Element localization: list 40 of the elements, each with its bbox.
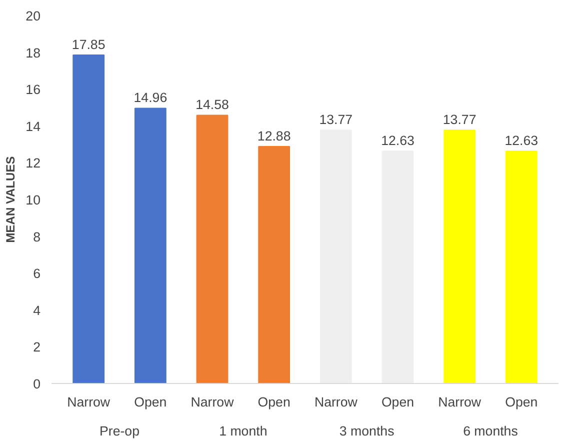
bar: [320, 130, 352, 384]
x-tick-label: Narrow: [438, 394, 482, 410]
text: Pre-op: [100, 424, 140, 438]
x-tick-label: Narrow: [314, 394, 358, 410]
data-label: 12.63: [504, 133, 538, 148]
bar: [72, 54, 105, 384]
bar: [196, 114, 228, 384]
y-tick-label: 14: [26, 118, 42, 134]
text: 3 months: [339, 424, 395, 438]
y-tick-label: 18: [26, 45, 41, 60]
x-tick-label: Open: [381, 394, 414, 410]
y-tick-label: 16: [26, 82, 41, 98]
data-label: 14.96: [134, 90, 168, 106]
bar: [382, 150, 414, 384]
data-label: 17.85: [72, 37, 106, 52]
bar: [258, 146, 290, 384]
y-tick-label: 2: [33, 340, 41, 355]
x-tick-label: Narrow: [190, 394, 234, 410]
x-tick-label: Open: [134, 394, 167, 410]
data-label: 12.88: [257, 128, 291, 144]
y-tick-label: 12: [26, 156, 41, 171]
data-label: 13.77: [442, 112, 476, 128]
bar: [505, 150, 538, 384]
y-tick-label: 10: [26, 192, 41, 208]
y-tick-label: 0: [33, 376, 41, 392]
data-label: 14.58: [196, 97, 229, 112]
y-tick-label: 20: [26, 8, 41, 24]
x-tick-label: Narrow: [67, 394, 110, 410]
x-tick-label: Open: [258, 394, 290, 410]
y-tick-label: 6: [33, 266, 41, 282]
data-label: 12.63: [381, 133, 414, 148]
data-label: 13.77: [319, 112, 353, 128]
bar: [444, 130, 476, 384]
y-tick-label: 8: [33, 229, 41, 244]
text: 6 months: [463, 424, 518, 438]
y-tick-label: 4: [33, 302, 42, 318]
x-tick-label: Open: [505, 394, 538, 410]
bar: [134, 108, 166, 384]
text: 1 month: [219, 424, 268, 438]
y-axis-title: MEAN VALUES: [4, 156, 18, 243]
